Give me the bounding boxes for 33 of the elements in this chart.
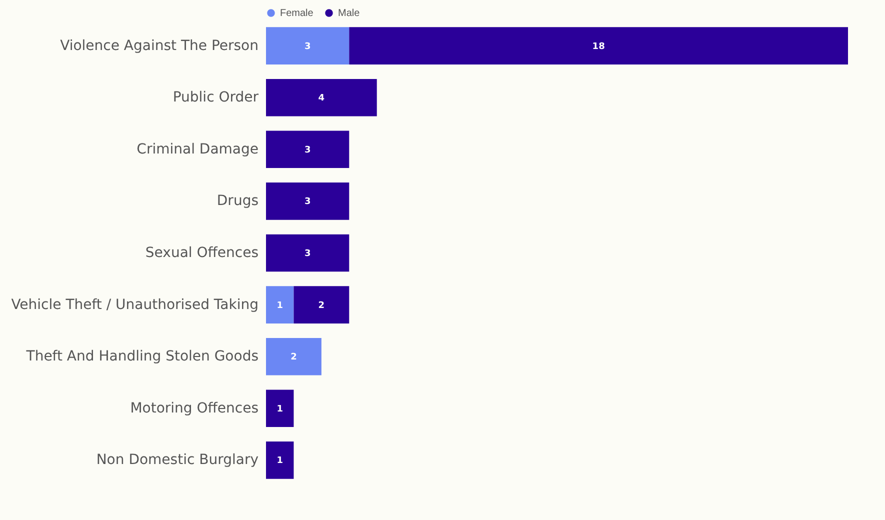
bar [266,27,350,64]
data-label: 18 [592,42,605,52]
data-label: 3 [304,145,311,156]
y-tick-label: Drugs [216,193,258,210]
data-label: 1 [276,300,283,311]
bar [266,234,350,272]
y-tick-label: Motoring Offences [130,400,258,416]
bar [266,78,377,116]
bar [349,27,848,64]
y-tick-label: Public Order [172,90,259,106]
bar [266,130,350,168]
data-label: 3 [304,197,311,208]
data-label: 1 [276,404,283,414]
y-tick-label: Vehicle Theft / Unauthorised Taking [11,296,258,313]
y-tick-label: Non Domestic Burglary [96,452,258,468]
data-label: 2 [318,300,325,311]
bar [266,390,294,428]
bar [266,442,294,479]
y-tick-label: Sexual Offences [145,245,258,261]
data-label: 4 [318,94,325,104]
legend-label: Male [338,8,360,19]
bar [266,182,350,220]
bar [266,286,294,324]
bar [294,286,350,324]
data-label: 2 [290,352,297,363]
data-label: 1 [276,456,283,466]
y-tick-label: Theft And Handling Stolen Goods [25,348,258,365]
legend-label: Female [280,8,314,19]
data-label: 3 [304,42,311,52]
y-tick-label: Violence Against The Person [60,38,258,54]
y-tick-label: Criminal Damage [136,141,258,158]
data-label: 3 [304,249,311,259]
bar [266,338,322,376]
